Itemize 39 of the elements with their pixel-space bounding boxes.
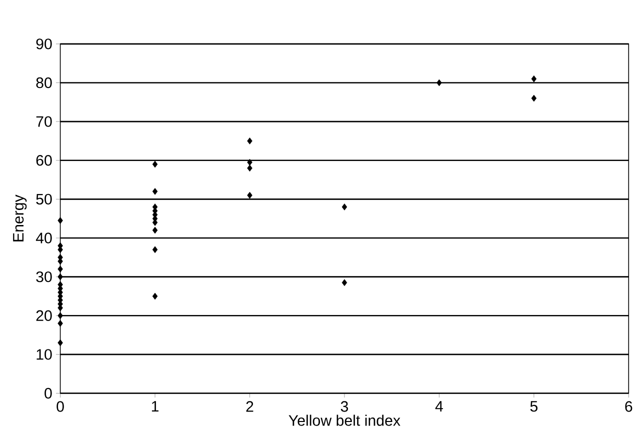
point: [58, 320, 63, 327]
point: [152, 160, 158, 168]
y-tick-label: 70: [36, 116, 52, 127]
x-tick-label: 3: [340, 401, 348, 412]
point: [152, 188, 158, 195]
point: [247, 158, 252, 166]
x-tick-label: 0: [56, 401, 64, 412]
point: [58, 266, 63, 273]
point: [58, 217, 63, 224]
y-tick-label: 0: [44, 388, 52, 399]
point: [247, 164, 252, 172]
x-tick-label: 4: [435, 401, 443, 412]
y-tick-label: 20: [36, 310, 52, 322]
y-tick-label: 80: [36, 77, 52, 88]
point: [342, 204, 348, 210]
point: [152, 292, 158, 300]
point: [58, 339, 63, 346]
point: [152, 246, 158, 254]
y-axis-title: Energy: [13, 194, 27, 242]
y-tick-label: 90: [36, 38, 52, 50]
point: [247, 138, 252, 144]
y-tick-label: 60: [36, 155, 52, 166]
x-tick-label: 6: [625, 401, 632, 412]
y-tick-label: 40: [36, 232, 52, 244]
x-axis-title: Yellow belt index: [288, 414, 400, 426]
point: [247, 192, 252, 199]
point: [531, 94, 537, 102]
y-tick-label: 30: [36, 271, 52, 282]
point: [58, 273, 63, 280]
x-tick-label: 5: [530, 401, 538, 412]
point: [342, 279, 348, 286]
point: [436, 79, 442, 86]
point: [531, 75, 537, 82]
x-tick-label: 2: [246, 401, 254, 412]
x-tick-label: 1: [152, 401, 158, 412]
point: [58, 312, 63, 320]
point: [152, 226, 158, 234]
y-tick-label: 10: [36, 349, 52, 360]
y-tick-label: 50: [36, 194, 52, 205]
